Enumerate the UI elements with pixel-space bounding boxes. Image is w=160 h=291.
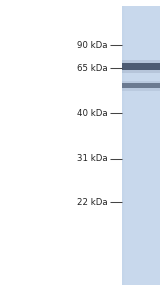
Text: 31 kDa: 31 kDa: [77, 154, 108, 163]
Bar: [122, 81, 160, 91]
Bar: [122, 60, 160, 73]
Text: 40 kDa: 40 kDa: [77, 109, 108, 118]
Bar: [122, 63, 160, 70]
Text: 65 kDa: 65 kDa: [77, 64, 108, 73]
Bar: [122, 6, 160, 285]
Bar: [122, 83, 160, 88]
Bar: [122, 6, 123, 285]
Text: 90 kDa: 90 kDa: [77, 41, 108, 49]
Text: 22 kDa: 22 kDa: [77, 198, 108, 207]
Bar: [124, 6, 125, 285]
Bar: [123, 6, 124, 285]
